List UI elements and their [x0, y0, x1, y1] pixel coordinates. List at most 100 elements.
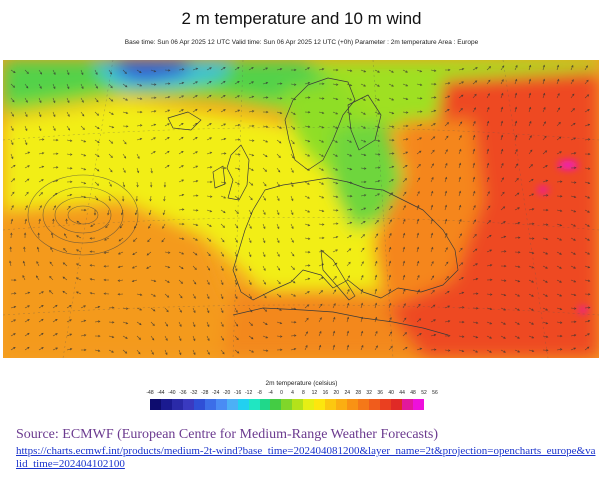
wind-arrow — [10, 232, 13, 239]
wind-arrow — [346, 344, 350, 351]
wind-arrow — [262, 195, 266, 201]
wind-arrow — [220, 321, 224, 328]
wind-arrow — [570, 279, 577, 283]
wind-arrow — [472, 204, 476, 211]
wind-arrow — [570, 293, 577, 297]
africa-region — [223, 290, 423, 358]
wind-arrow — [542, 349, 549, 352]
wind-arrow — [304, 111, 311, 114]
wind-arrow — [24, 151, 31, 155]
wind-arrow — [458, 233, 462, 239]
wind-arrow — [276, 307, 282, 311]
wind-arrow — [430, 246, 434, 253]
wind-arrow — [584, 152, 591, 156]
legend-tick-label: -8 — [257, 390, 262, 396]
wind-arrow — [178, 109, 184, 113]
wind-arrow — [192, 251, 198, 256]
wind-arrow — [528, 78, 532, 85]
wind-arrow — [388, 302, 392, 309]
wind-arrow — [66, 193, 73, 197]
wind-arrow — [206, 108, 212, 113]
wind-arrow — [402, 151, 409, 155]
wind-arrow — [206, 137, 212, 141]
wind-arrow — [220, 137, 227, 141]
wind-arrow — [132, 251, 138, 256]
wind-arrow — [220, 166, 227, 170]
temperature-map — [3, 60, 599, 358]
source-link[interactable]: https://charts.ecmwf.int/products/medium… — [16, 445, 596, 470]
wind-arrow — [164, 109, 171, 113]
wind-arrow — [178, 265, 184, 270]
wind-arrow — [486, 106, 490, 113]
wind-arrow — [472, 248, 478, 253]
wind-arrow — [416, 232, 420, 239]
wind-arrow — [103, 251, 110, 254]
wind-arrow — [220, 123, 227, 127]
wind-arrow — [346, 181, 353, 184]
wind-arrow — [472, 263, 478, 267]
wind-arrow — [346, 316, 350, 323]
wind-arrow — [220, 195, 227, 199]
wind-arrow — [66, 205, 71, 211]
wind-arrow — [108, 111, 114, 115]
wind-arrow — [103, 278, 110, 282]
wind-arrow — [472, 277, 479, 281]
wind-arrow — [122, 111, 129, 115]
wind-arrow — [163, 195, 166, 202]
wind-arrow — [444, 218, 448, 225]
wind-arrow — [52, 152, 59, 156]
wind-arrow — [220, 307, 224, 314]
wind-arrow — [416, 260, 420, 267]
wind-arrow — [360, 83, 367, 87]
wind-arrow — [178, 150, 184, 155]
wind-arrow — [150, 335, 155, 341]
wind-arrow — [262, 125, 269, 128]
wind-arrow — [556, 265, 562, 269]
wind-arrow — [500, 264, 507, 268]
wind-arrow — [234, 138, 241, 141]
wind-arrow — [374, 179, 381, 183]
wind-arrow — [486, 234, 492, 239]
wind-arrow — [416, 303, 421, 309]
legend-tick-labels: -48 -44 -40 -36 -32 -28 -24 -20 -16 -12 -8 -4 0 4 8 12 1… — [146, 390, 456, 398]
wind-arrow — [262, 153, 268, 158]
wind-arrow — [10, 139, 14, 146]
wind-arrow — [192, 209, 199, 212]
wind-arrow — [234, 124, 241, 127]
wind-arrow — [584, 195, 591, 199]
wind-arrow — [486, 134, 490, 141]
wind-arrow — [192, 122, 198, 127]
wind-arrow — [103, 237, 110, 241]
wind-arrow — [402, 346, 408, 351]
wind-arrow — [584, 167, 591, 170]
wind-arrow — [388, 125, 395, 128]
wind-arrow — [360, 207, 367, 211]
wind-arrow — [318, 344, 322, 351]
wind-arrow — [24, 291, 31, 295]
wind-arrow — [542, 208, 549, 212]
wind-arrow — [570, 347, 577, 351]
wind-arrow — [416, 246, 420, 253]
wind-arrow — [24, 305, 30, 309]
wind-arrow — [584, 109, 590, 113]
wind-arrow — [570, 195, 577, 199]
wind-arrow — [472, 93, 477, 99]
wind-arrow — [388, 219, 392, 225]
wind-arrow — [570, 223, 577, 227]
wind-arrow — [318, 290, 324, 295]
wind-arrow — [584, 346, 590, 351]
wind-arrow — [10, 83, 16, 88]
wind-arrow — [24, 319, 30, 323]
wind-arrow — [276, 209, 280, 216]
wind-arrow — [276, 125, 282, 129]
wind-arrow — [542, 293, 548, 297]
wind-arrow — [248, 67, 254, 71]
wind-arrow — [556, 293, 563, 297]
wind-arrow — [304, 181, 310, 185]
wind-arrow — [94, 181, 100, 186]
wind-arrow — [360, 288, 364, 295]
wind-arrow — [10, 97, 15, 103]
legend-swatch — [281, 399, 293, 410]
wind-arrow — [458, 67, 465, 71]
wind-arrow — [374, 206, 380, 211]
